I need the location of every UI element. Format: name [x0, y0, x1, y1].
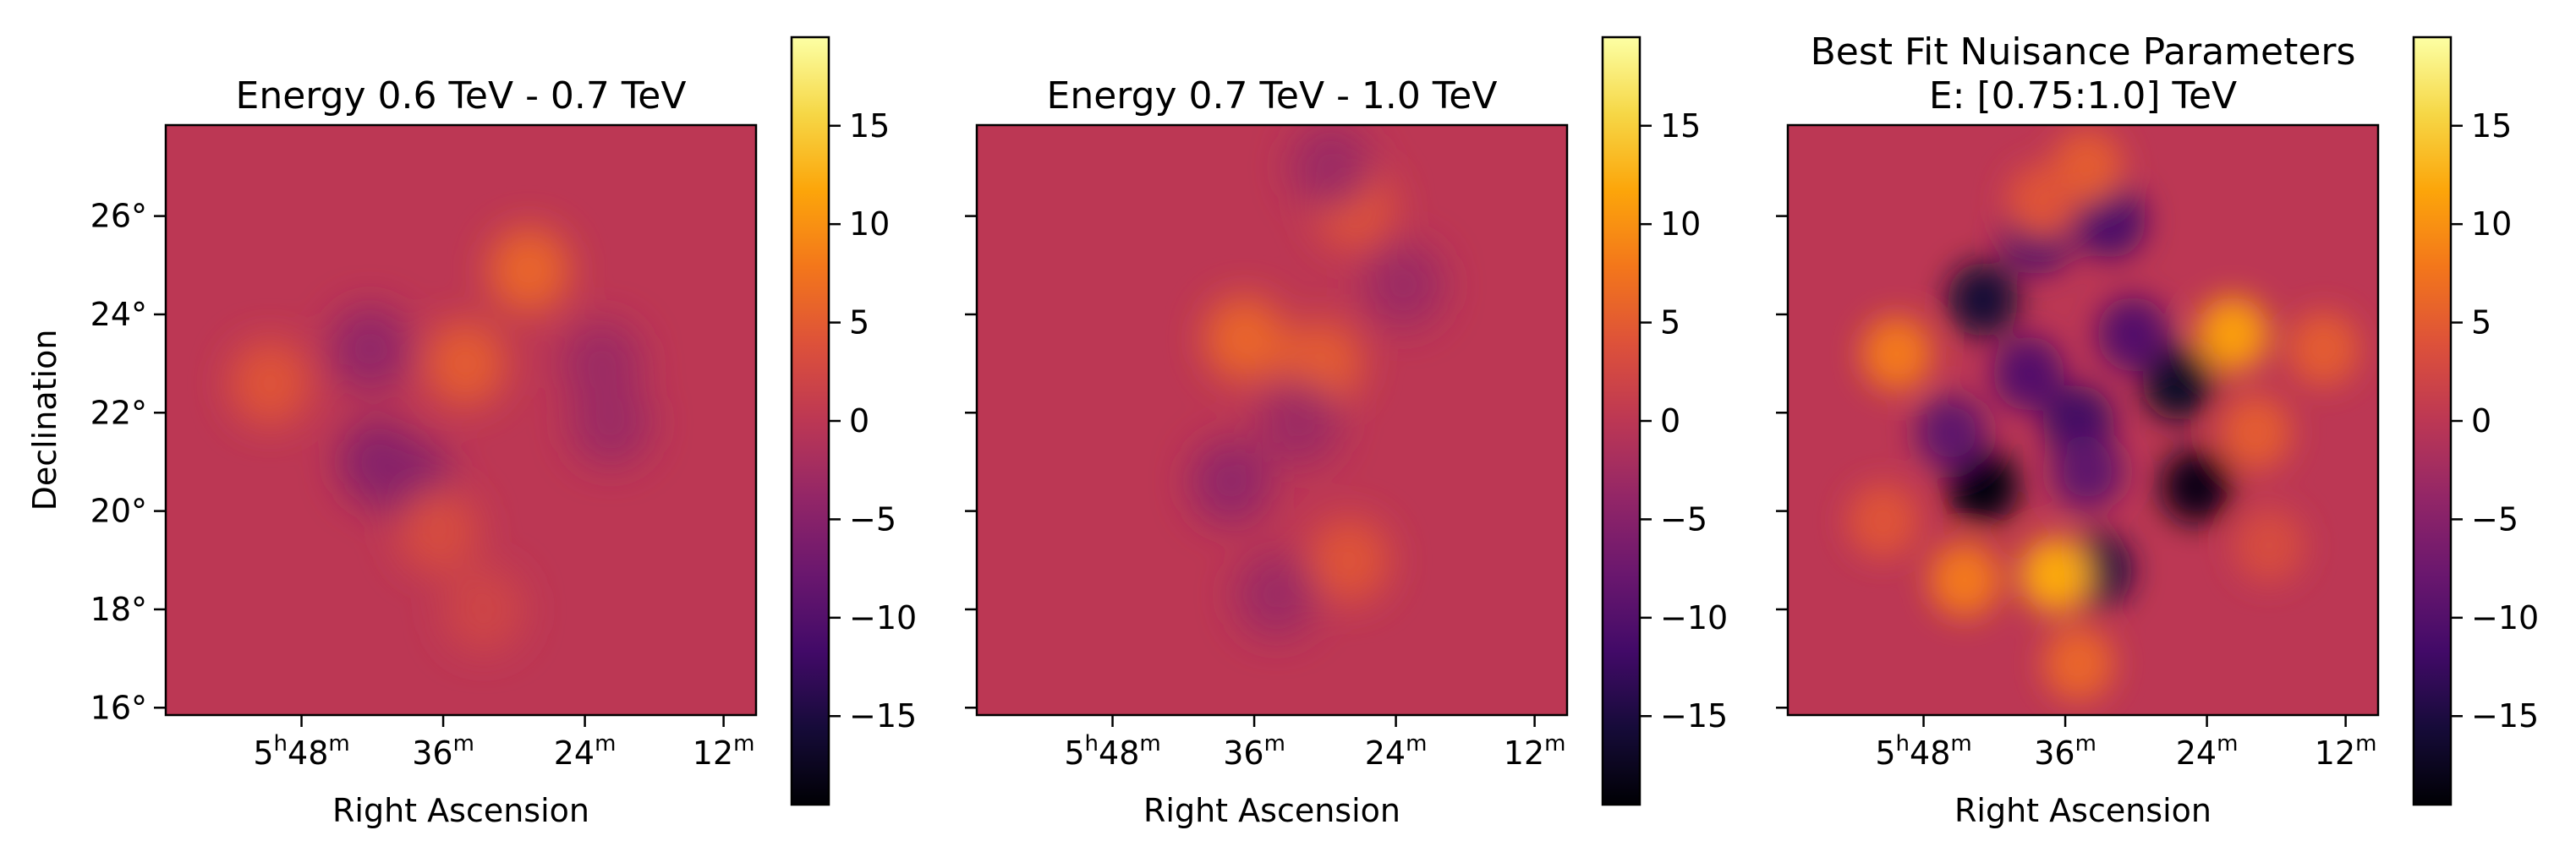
- x-tick-label: 24m: [1365, 731, 1428, 772]
- colorbar-tick-label: 0: [1660, 402, 1680, 440]
- colorbar: [2412, 36, 2453, 806]
- chart-title: E: [0.75:1.0] TeV: [1929, 74, 2237, 117]
- x-tick-label: 12m: [693, 731, 755, 772]
- heatmap-blob: [2052, 434, 2124, 510]
- colorbar-tick-label: −10: [1660, 599, 1728, 636]
- colorbar-tick-label: 15: [849, 107, 890, 145]
- x-tick-label: 36m: [412, 731, 474, 772]
- x-axis-label: Right Ascension: [1143, 792, 1400, 829]
- heatmap-blob: [2097, 297, 2169, 372]
- heatmap-blob: [2020, 538, 2091, 613]
- panel-1: Energy 0.6 TeV - 0.7 TeV 16° 18° 20° 22° 24° 2…: [26, 36, 917, 829]
- x-tick-label: 36m: [1223, 731, 1285, 772]
- x-tick-label: 24m: [554, 731, 617, 772]
- chart-title: Energy 0.7 TeV - 1.0 TeV: [1047, 74, 1498, 117]
- heatmap-blob: [1190, 439, 1272, 525]
- x-axis-label: Right Ascension: [1954, 792, 2212, 829]
- heatmap-blob: [1929, 542, 2001, 618]
- x-tick-label: 5h48m: [1875, 731, 1971, 772]
- heatmap-blob: [1847, 483, 1919, 559]
- heatmap-blob: [425, 320, 507, 407]
- x-axis-label: Right Ascension: [332, 792, 589, 829]
- heatmap-blob: [2142, 346, 2214, 421]
- colorbar-tick-label: 10: [849, 205, 890, 243]
- y-tick-label: 24°: [90, 296, 147, 333]
- heatmap-blob: [1362, 242, 1444, 328]
- colorbar-tick-label: −5: [2471, 500, 2518, 538]
- colorbar-tick-label: −10: [849, 599, 917, 636]
- x-tick-label: 5h48m: [1064, 731, 1160, 772]
- heatmap-blob: [1916, 395, 1987, 470]
- colorbar-tick-label: 5: [2471, 304, 2491, 341]
- heatmap-blob: [2006, 164, 2078, 239]
- colorbar-tick-label: 10: [2471, 205, 2512, 243]
- axes-frame: [164, 123, 758, 717]
- heatmap-blob: [2233, 508, 2305, 583]
- colorbar: [1601, 36, 1642, 806]
- axes-frame: [975, 123, 1569, 717]
- heatmap-image: [1847, 129, 2360, 702]
- colorbar-tick-label: 15: [1660, 107, 1701, 145]
- x-tick-label: 36m: [2034, 731, 2096, 772]
- colorbar-tick-label: 0: [849, 402, 869, 440]
- heatmap-blob: [442, 566, 524, 653]
- colorbar-tick-label: −15: [1660, 697, 1728, 735]
- y-tick-label: 20°: [90, 493, 147, 530]
- heatmap-blob: [2197, 297, 2269, 372]
- colorbar-tick-label: −15: [849, 697, 917, 735]
- colorbar-tick-label: −10: [2471, 599, 2539, 636]
- heatmap-blob: [2220, 395, 2292, 470]
- axes-frame: [1786, 123, 2380, 717]
- heatmap-blob: [2161, 449, 2233, 524]
- colorbar-tick-label: 10: [1660, 205, 1701, 243]
- chart-title: Best Fit Nuisance Parameters: [1811, 30, 2356, 74]
- panel-2: Energy 0.7 TeV - 1.0 TeV 5h48m 36m 24m 12m Ri…: [965, 36, 1728, 829]
- heatmap-blob: [2042, 625, 2114, 702]
- heatmap-blob: [570, 380, 652, 466]
- y-axis-label: Declination: [26, 330, 63, 511]
- chart-title: Energy 0.6 TeV - 0.7 TeV: [236, 74, 687, 117]
- y-tick-label: 16°: [90, 689, 147, 726]
- heatmap-blob: [1947, 449, 2019, 524]
- heatmap-image: [1190, 125, 1444, 637]
- heatmap-blob: [1947, 262, 2019, 337]
- y-tick-label: 26°: [90, 198, 147, 235]
- heatmap-blob: [1308, 517, 1390, 604]
- heatmap-blob: [1290, 125, 1372, 210]
- colorbar-tick-label: −5: [1660, 500, 1707, 538]
- heatmap-blob: [1203, 296, 1285, 382]
- colorbar-tick-label: 5: [1660, 304, 1680, 341]
- colorbar-tick-label: 15: [2471, 107, 2512, 145]
- colorbar: [790, 36, 830, 806]
- x-tick-label: 12m: [1504, 731, 1566, 772]
- heatmap-blob: [1861, 316, 1932, 391]
- x-tick-label: 5h48m: [253, 731, 349, 772]
- colorbar-tick-label: −5: [849, 500, 896, 538]
- heatmap-blob: [229, 340, 311, 426]
- x-tick-label: 12m: [2315, 731, 2377, 772]
- heatmap-blob: [1258, 380, 1340, 466]
- heatmap-blob: [1236, 552, 1318, 637]
- y-tick-label: 22°: [90, 394, 147, 431]
- x-tick-label: 24m: [2176, 731, 2239, 772]
- heatmap-blob: [1992, 336, 2064, 411]
- heatmap-image: [229, 227, 652, 653]
- heatmap-blob: [488, 227, 570, 313]
- heatmap-blob: [397, 488, 480, 574]
- heatmap-blob: [329, 306, 411, 392]
- colorbar-tick-label: 5: [849, 304, 869, 341]
- colorbar-tick-label: 0: [2471, 402, 2491, 440]
- colorbar-tick-label: −15: [2471, 697, 2539, 735]
- heatmap-blob: [2288, 311, 2360, 386]
- y-tick-label: 18°: [90, 591, 147, 628]
